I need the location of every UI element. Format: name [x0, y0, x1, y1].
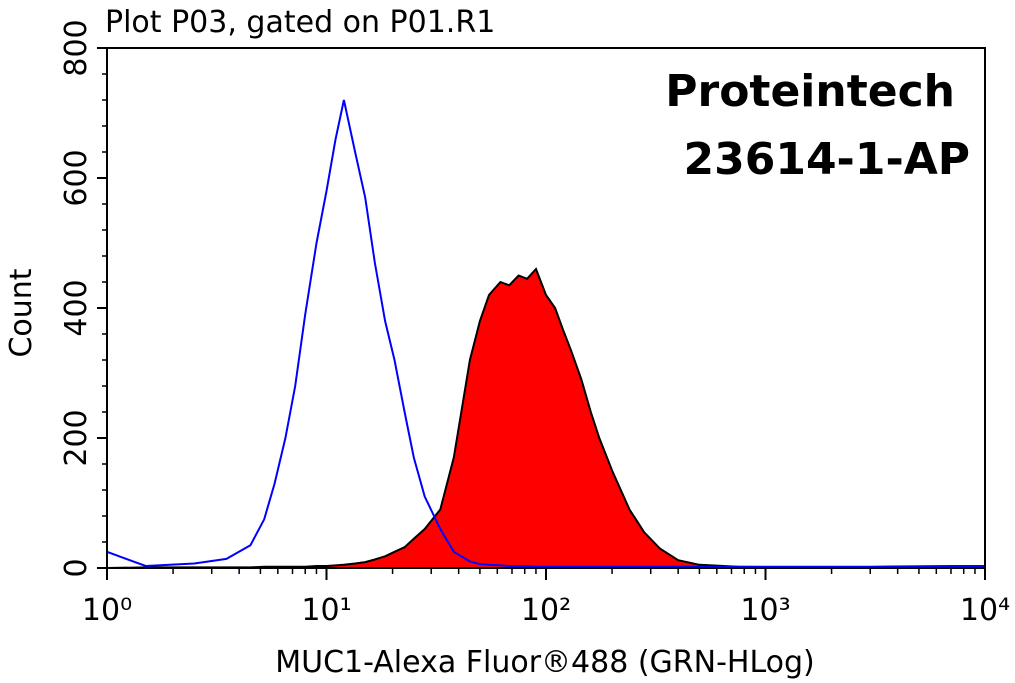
x-tick-label: 10² — [521, 593, 571, 628]
y-tick-label: 800 — [59, 19, 94, 76]
y-tick-label: 400 — [59, 279, 94, 336]
x-tick-label: 10⁴ — [960, 593, 1010, 628]
annotation: Proteintech — [665, 66, 955, 117]
chart-title: Plot P03, gated on P01.R1 — [105, 5, 495, 40]
x-tick-label: 10¹ — [301, 593, 351, 628]
y-tick-label: 200 — [59, 409, 94, 466]
histogram-line — [106, 99, 985, 568]
y-tick-label: 600 — [59, 149, 94, 206]
x-tick-label: 10⁰ — [82, 593, 132, 628]
x-axis-label: MUC1-Alexa Fluor®488 (GRN-HLog) — [275, 645, 815, 680]
annotation: 23614-1-AP — [683, 134, 970, 185]
y-tick-label: 0 — [59, 558, 94, 577]
x-tick-label: 10³ — [740, 593, 790, 628]
y-axis-label: Count — [4, 268, 39, 357]
histogram-area — [106, 267, 986, 569]
